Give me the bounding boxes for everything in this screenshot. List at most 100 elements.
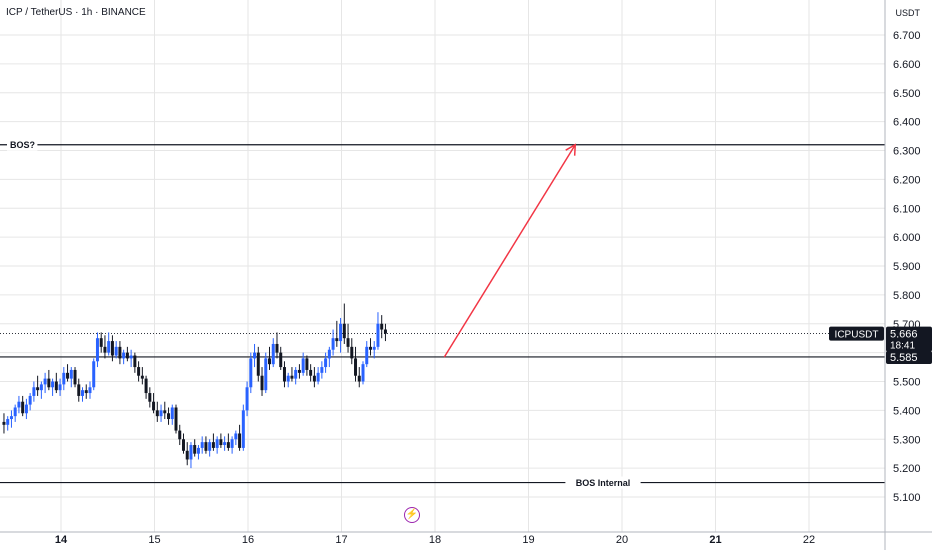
candle-body xyxy=(181,439,185,451)
candle-body xyxy=(290,375,294,379)
candle xyxy=(185,442,189,466)
y-tick-label: 6.300 xyxy=(893,146,921,158)
candle-body xyxy=(380,323,384,330)
candle-body xyxy=(208,442,212,451)
candle-body xyxy=(110,341,114,356)
candle xyxy=(62,367,66,391)
candle xyxy=(279,346,283,370)
candle-body xyxy=(249,358,253,388)
candle-body xyxy=(268,358,272,365)
candle xyxy=(208,439,212,457)
candle-body xyxy=(84,390,88,394)
candle-body xyxy=(43,378,47,385)
candle-body xyxy=(69,369,73,379)
candle xyxy=(196,445,200,460)
y-tick-label: 6.400 xyxy=(893,117,921,129)
candle xyxy=(133,352,137,373)
candle xyxy=(148,387,152,408)
candle xyxy=(297,364,301,379)
candle xyxy=(54,372,58,394)
candle xyxy=(260,367,264,396)
candle xyxy=(350,338,354,365)
y-tick-label: 5.100 xyxy=(893,492,921,504)
candle-body xyxy=(129,355,133,359)
y-tick-label: 6.000 xyxy=(893,232,921,244)
candle xyxy=(95,332,99,368)
y-tick-label: 5.400 xyxy=(893,405,921,417)
arrow-layer xyxy=(443,143,577,358)
candle-body xyxy=(81,390,85,396)
level-layer: BOS? BOS Internal xyxy=(0,138,885,489)
candle-body xyxy=(99,338,103,347)
candle xyxy=(320,361,324,379)
candle-body xyxy=(297,369,301,373)
candle xyxy=(282,361,286,388)
candle-body xyxy=(264,358,268,391)
candle-body xyxy=(148,393,152,402)
candle xyxy=(39,381,43,399)
candle xyxy=(211,433,215,451)
candle xyxy=(305,355,309,376)
candle-body xyxy=(137,367,141,376)
candle-body xyxy=(200,442,204,448)
candle-body xyxy=(305,358,309,370)
candle-body xyxy=(320,367,324,373)
candle xyxy=(357,367,361,388)
candle-body xyxy=(13,407,17,417)
candle-layer xyxy=(2,303,387,469)
candle-body xyxy=(282,367,286,382)
candle xyxy=(2,413,6,434)
candle-body xyxy=(357,375,361,382)
candle-body xyxy=(335,338,339,342)
candle-body xyxy=(368,346,372,350)
candle xyxy=(253,343,257,368)
candle-body xyxy=(204,442,208,451)
candle xyxy=(372,341,376,359)
candle xyxy=(290,367,294,382)
candle xyxy=(380,315,384,339)
candle-body xyxy=(196,447,200,454)
candle-body xyxy=(339,323,343,342)
candle-body xyxy=(226,442,230,448)
symbol-tag-bg xyxy=(829,326,884,341)
candle xyxy=(152,393,156,414)
last-price-tag-bg xyxy=(886,326,932,352)
support-price-tag-bg xyxy=(886,350,932,364)
candle-body xyxy=(185,450,189,460)
candle xyxy=(219,433,223,448)
candle xyxy=(81,387,85,402)
candle-body xyxy=(103,346,107,353)
level-label: BOS Internal xyxy=(576,478,631,488)
candle xyxy=(163,401,167,420)
candle-body xyxy=(316,372,320,382)
lightning-icon[interactable]: ⚡ xyxy=(404,507,420,523)
candle-body xyxy=(152,401,156,411)
y-tick-label: 6.100 xyxy=(893,203,921,215)
candle xyxy=(110,335,114,362)
candle xyxy=(245,381,249,417)
candle xyxy=(189,442,193,469)
x-tick-label: 15 xyxy=(148,534,160,546)
candle-body xyxy=(73,369,77,385)
candle-body xyxy=(47,378,51,388)
candle-body xyxy=(346,338,350,347)
x-tick-label: 19 xyxy=(522,534,534,546)
candle xyxy=(241,404,245,451)
candle-body xyxy=(32,387,36,396)
candle xyxy=(51,378,55,396)
x-tick-label: 17 xyxy=(335,534,347,546)
currency-label: USDT xyxy=(895,8,921,18)
candle xyxy=(361,361,365,385)
candle xyxy=(174,404,178,434)
y-tick-label: 5.500 xyxy=(893,377,921,389)
candle-body xyxy=(253,352,257,359)
level-label-bg xyxy=(7,138,38,151)
candle-body xyxy=(230,439,234,448)
candle xyxy=(275,332,279,359)
candle-body xyxy=(223,442,227,446)
candle xyxy=(140,367,144,385)
candle xyxy=(118,341,122,365)
candle xyxy=(234,430,238,446)
